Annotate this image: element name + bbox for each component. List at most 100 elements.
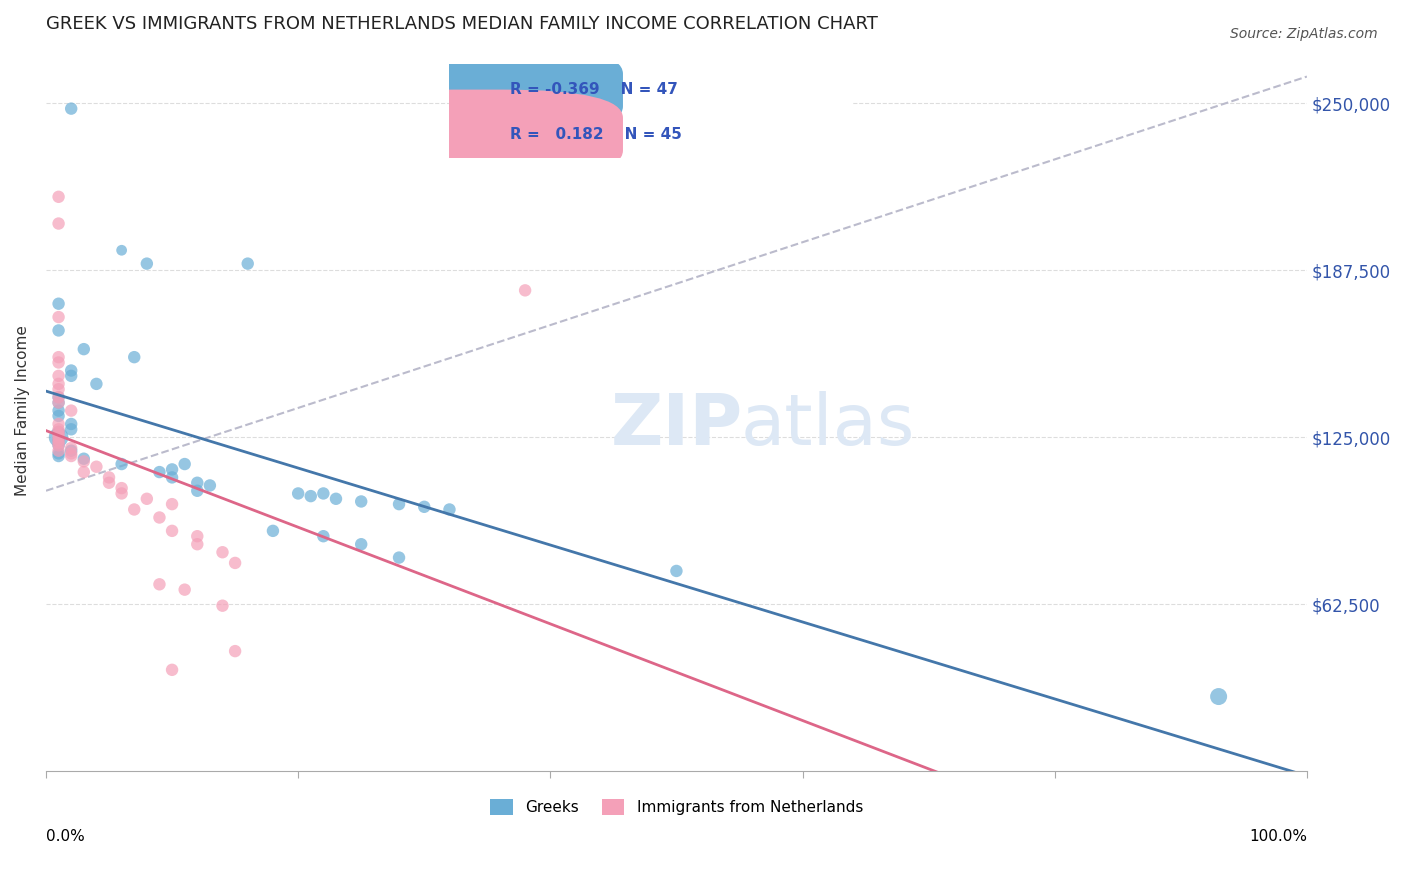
Point [48, 425, 70, 439]
Point [60, 417, 83, 431]
Point [48, 430, 70, 444]
Point [60, 449, 83, 463]
Point [73, 454, 96, 468]
Point [48, 190, 70, 204]
Point [160, 497, 183, 511]
Point [350, 537, 373, 551]
Legend: Greeks, Immigrants from Netherlands: Greeks, Immigrants from Netherlands [484, 793, 869, 822]
Point [299, 489, 322, 503]
Point [86, 459, 108, 474]
Point [160, 663, 183, 677]
Point [186, 475, 208, 490]
Point [122, 350, 145, 364]
Point [148, 465, 170, 479]
Point [60, 368, 83, 383]
Point [211, 545, 233, 559]
Point [48, 435, 70, 450]
Point [173, 582, 195, 597]
Point [86, 376, 108, 391]
Point [236, 257, 259, 271]
Point [388, 497, 411, 511]
Text: atlas: atlas [741, 391, 915, 459]
Point [262, 524, 284, 538]
Point [73, 342, 96, 356]
Point [211, 599, 233, 613]
Point [111, 244, 134, 258]
Point [312, 529, 335, 543]
Point [135, 257, 157, 271]
Point [135, 491, 157, 506]
Point [48, 417, 70, 431]
Point [48, 355, 70, 369]
Point [48, 446, 70, 460]
Point [48, 323, 70, 337]
Point [160, 462, 183, 476]
Text: Source: ZipAtlas.com: Source: ZipAtlas.com [1230, 27, 1378, 41]
Point [1208, 690, 1230, 704]
Point [48, 449, 70, 463]
Point [48, 217, 70, 231]
Point [73, 451, 96, 466]
Point [48, 438, 70, 452]
Point [48, 422, 70, 436]
Point [48, 438, 70, 452]
Point [388, 550, 411, 565]
Point [60, 422, 83, 436]
Point [60, 403, 83, 417]
Point [60, 363, 83, 377]
Point [48, 433, 70, 447]
Text: ZIP: ZIP [610, 391, 742, 459]
Text: GREEK VS IMMIGRANTS FROM NETHERLANDS MEDIAN FAMILY INCOME CORRELATION CHART: GREEK VS IMMIGRANTS FROM NETHERLANDS MED… [46, 15, 877, 33]
Point [413, 500, 436, 514]
Point [48, 376, 70, 391]
Point [48, 350, 70, 364]
Y-axis label: Median Family Income: Median Family Income [15, 326, 30, 496]
Point [224, 644, 246, 658]
Text: 0.0%: 0.0% [46, 829, 84, 844]
Point [665, 564, 688, 578]
Point [48, 427, 70, 442]
Point [224, 556, 246, 570]
Point [60, 441, 83, 455]
Point [48, 390, 70, 404]
Point [48, 425, 70, 439]
Point [48, 430, 70, 444]
Point [48, 433, 70, 447]
Point [111, 486, 134, 500]
Point [48, 395, 70, 409]
Point [60, 102, 83, 116]
Point [439, 502, 461, 516]
Point [111, 481, 134, 495]
Point [48, 390, 70, 404]
Point [350, 494, 373, 508]
Point [198, 478, 221, 492]
Point [312, 486, 335, 500]
Point [186, 537, 208, 551]
Point [48, 310, 70, 324]
Point [160, 470, 183, 484]
Point [48, 409, 70, 423]
Point [173, 457, 195, 471]
Point [73, 465, 96, 479]
Text: 100.0%: 100.0% [1249, 829, 1308, 844]
Point [98, 470, 121, 484]
Point [287, 486, 309, 500]
Point [111, 457, 134, 471]
Point [60, 446, 83, 460]
Point [186, 483, 208, 498]
Point [148, 577, 170, 591]
Point [148, 510, 170, 524]
Point [98, 475, 121, 490]
Point [48, 368, 70, 383]
Point [160, 524, 183, 538]
Point [48, 296, 70, 310]
Point [48, 443, 70, 458]
Point [60, 443, 83, 458]
Point [48, 395, 70, 409]
Point [122, 502, 145, 516]
Point [186, 529, 208, 543]
Point [325, 491, 347, 506]
Point [48, 382, 70, 396]
Point [513, 284, 536, 298]
Point [48, 403, 70, 417]
